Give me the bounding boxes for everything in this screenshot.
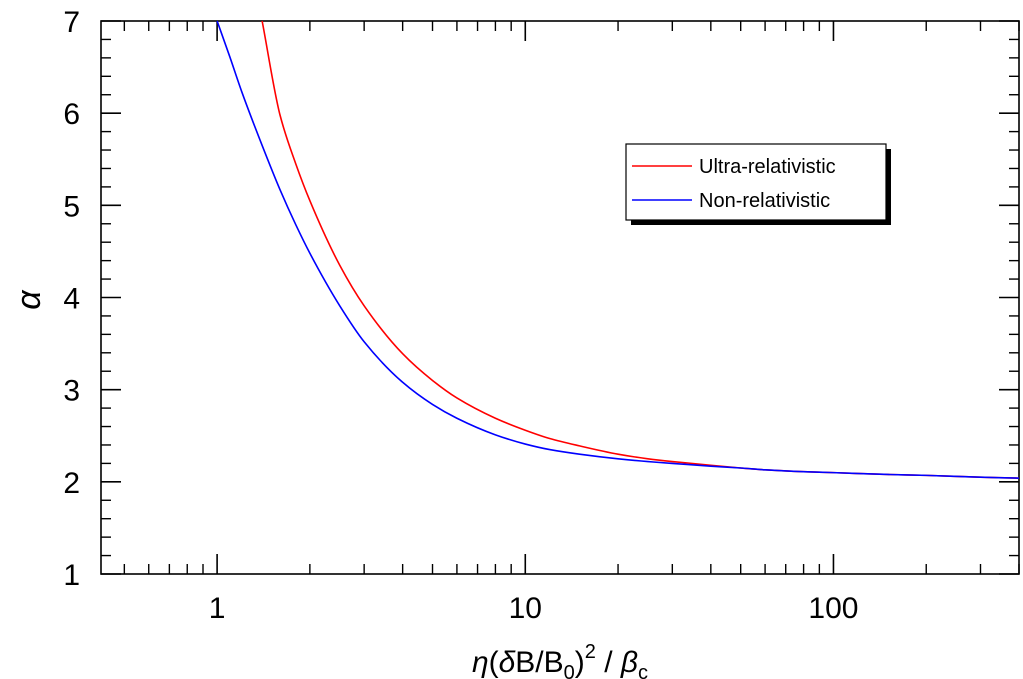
x-axis-label-open: ( [489,646,499,679]
series-line-ultra-relativistic [261,20,1020,479]
y-tick-label: 1 [63,559,80,592]
legend-label-non-relativistic: Non-relativistic [699,190,830,212]
minor-ticks [101,21,1020,574]
x-axis-label-close: ) [575,646,585,679]
plot-frame [100,20,1020,575]
legend: Ultra-relativistic Non-relativistic [625,143,891,225]
series-layer [216,20,1020,479]
y-tick-labels: 1 2 3 4 5 6 7 [63,6,80,592]
x-tick-label: 1 [209,592,226,625]
y-tick-label: 2 [63,467,80,500]
x-axis-label-eta: η [472,646,489,679]
y-tick-label: 6 [63,98,80,131]
y-axis-label: α [10,289,48,310]
legend-label-ultra-relativistic: Ultra-relativistic [699,156,836,178]
y-tick-label: 3 [63,375,80,408]
x-tick-label: 10 [509,592,542,625]
x-axis-label-power: 2 [585,641,596,663]
y-tick-label: 7 [63,6,80,39]
x-axis-label-beta: β [620,646,638,679]
x-axis-label-delta: δ [499,646,516,679]
y-tick-label: 4 [63,283,80,316]
x-axis-label-beta-sub: c [638,662,648,679]
legend-box [625,143,887,221]
series-line-non-relativistic [216,20,1020,479]
x-axis-label-ratio: B/B [515,646,563,679]
x-tick-labels: 1 10 100 [209,592,859,625]
y-tick-label: 5 [63,190,80,223]
x-axis-label-slash: / [596,646,621,679]
x-axis-label: η(δB/B0)2 / βc [472,641,648,679]
major-ticks [101,20,1019,575]
x-axis-label-ratio-sub: 0 [564,662,575,679]
x-tick-label: 100 [808,592,858,625]
